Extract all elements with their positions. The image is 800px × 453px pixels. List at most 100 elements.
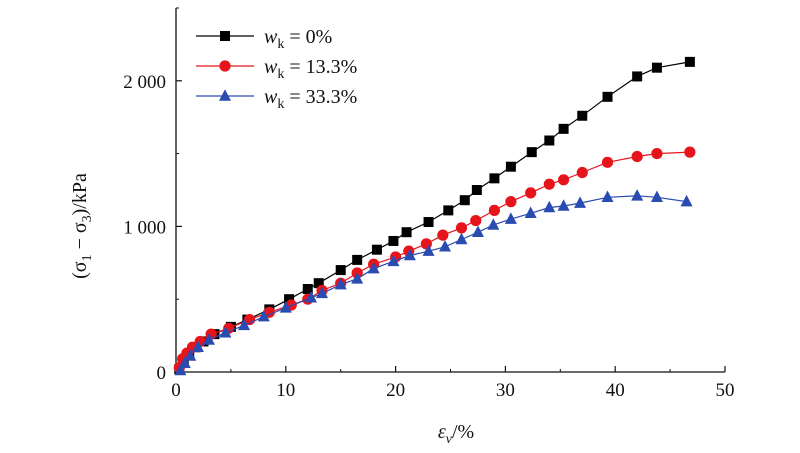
data-point bbox=[459, 195, 470, 206]
y-tick-label: 1 000 bbox=[123, 217, 166, 238]
legend-marker bbox=[219, 60, 231, 72]
data-point bbox=[238, 318, 251, 331]
y-axis-ticks: 0 1 000 2 000 bbox=[123, 7, 182, 384]
data-point bbox=[543, 178, 555, 190]
data-point bbox=[558, 123, 569, 134]
data-point bbox=[219, 325, 232, 338]
x-tick-label: 40 bbox=[606, 380, 625, 401]
x-axis-unit: /% bbox=[452, 421, 474, 443]
x-tick-label: 30 bbox=[496, 380, 515, 401]
data-point bbox=[577, 110, 588, 121]
y-axis-suffix: )/kPa bbox=[69, 173, 91, 215]
data-point bbox=[557, 199, 570, 211]
data-point bbox=[631, 150, 643, 163]
y-tick-label: 2 000 bbox=[123, 72, 166, 93]
series-layer bbox=[173, 56, 696, 376]
legend-item: wk = 0% bbox=[196, 26, 332, 52]
x-axis-title: εv/% bbox=[438, 421, 474, 447]
data-point bbox=[387, 254, 400, 267]
data-point bbox=[505, 196, 517, 208]
plot-frame bbox=[175, 8, 725, 373]
data-point bbox=[178, 356, 191, 369]
data-point bbox=[313, 278, 324, 289]
data-point bbox=[443, 205, 454, 216]
data-point bbox=[505, 161, 516, 172]
data-point bbox=[684, 56, 695, 67]
data-point bbox=[403, 248, 416, 261]
data-point bbox=[284, 294, 295, 305]
data-point bbox=[279, 301, 292, 313]
data-point bbox=[650, 190, 663, 203]
data-point bbox=[574, 196, 587, 208]
x-tick-label: 0 bbox=[171, 380, 181, 401]
data-point bbox=[602, 91, 613, 102]
series-triangle bbox=[174, 189, 693, 376]
data-point bbox=[202, 333, 215, 345]
legend-item: wk = 13.3% bbox=[196, 56, 357, 82]
data-point bbox=[316, 286, 329, 299]
data-point bbox=[544, 135, 555, 146]
data-point bbox=[651, 62, 662, 73]
data-point bbox=[470, 214, 482, 227]
data-point bbox=[680, 194, 693, 207]
data-point bbox=[684, 146, 696, 158]
series-circle bbox=[173, 146, 696, 374]
y-axis-title: (σ1 − σ3)/kPa bbox=[69, 173, 95, 279]
legend-label: wk = 33.3% bbox=[264, 86, 357, 112]
x-tick-label: 10 bbox=[276, 380, 295, 401]
legend-marker bbox=[220, 31, 230, 41]
data-point bbox=[489, 173, 500, 184]
x-tick-label: 20 bbox=[386, 380, 405, 401]
y-tick-label: 0 bbox=[157, 363, 167, 384]
data-point bbox=[174, 363, 187, 376]
data-point bbox=[367, 261, 380, 274]
data-point bbox=[651, 148, 663, 160]
data-point bbox=[471, 225, 484, 237]
data-point bbox=[191, 340, 204, 352]
data-point bbox=[302, 284, 313, 295]
legend-item: wk = 33.3% bbox=[196, 86, 357, 112]
data-point bbox=[576, 166, 588, 179]
y-axis-prefix: (σ bbox=[69, 261, 91, 279]
data-point bbox=[335, 265, 346, 276]
data-point bbox=[388, 235, 399, 246]
series-square bbox=[174, 56, 695, 375]
data-point bbox=[437, 229, 449, 241]
data-point bbox=[488, 204, 501, 216]
series-line bbox=[178, 151, 690, 368]
data-point bbox=[334, 277, 347, 290]
y-axis-mid: − σ bbox=[69, 222, 91, 254]
data-point bbox=[352, 254, 363, 265]
legend-label: wk = 13.3% bbox=[264, 56, 357, 82]
data-point bbox=[487, 218, 500, 230]
data-point bbox=[423, 217, 434, 228]
legend: wk = 0% wk = 13.3% wk = 33.3% bbox=[196, 26, 357, 112]
data-point bbox=[184, 349, 197, 361]
series-line bbox=[178, 61, 691, 370]
legend-label: wk = 0% bbox=[264, 26, 332, 52]
data-point bbox=[526, 147, 537, 158]
data-point bbox=[601, 156, 614, 168]
data-point bbox=[455, 222, 468, 234]
data-point bbox=[401, 227, 412, 238]
x-tick-label: 50 bbox=[716, 380, 735, 401]
data-point bbox=[543, 200, 556, 213]
data-point bbox=[422, 244, 435, 256]
data-point bbox=[305, 290, 318, 303]
y-axis-sub2: 3 bbox=[80, 215, 95, 222]
data-point bbox=[471, 185, 482, 195]
data-point bbox=[351, 272, 364, 284]
data-point bbox=[504, 212, 517, 224]
data-point bbox=[631, 189, 644, 201]
data-point bbox=[525, 187, 537, 199]
data-point bbox=[439, 240, 452, 252]
y-axis-sub1: 1 bbox=[80, 254, 95, 261]
data-point bbox=[632, 71, 643, 82]
data-point bbox=[257, 309, 270, 322]
data-point bbox=[455, 232, 468, 245]
legend-marker bbox=[219, 89, 231, 101]
x-axis-subscript: v bbox=[446, 432, 453, 447]
data-point bbox=[371, 244, 382, 255]
data-point bbox=[601, 190, 614, 203]
